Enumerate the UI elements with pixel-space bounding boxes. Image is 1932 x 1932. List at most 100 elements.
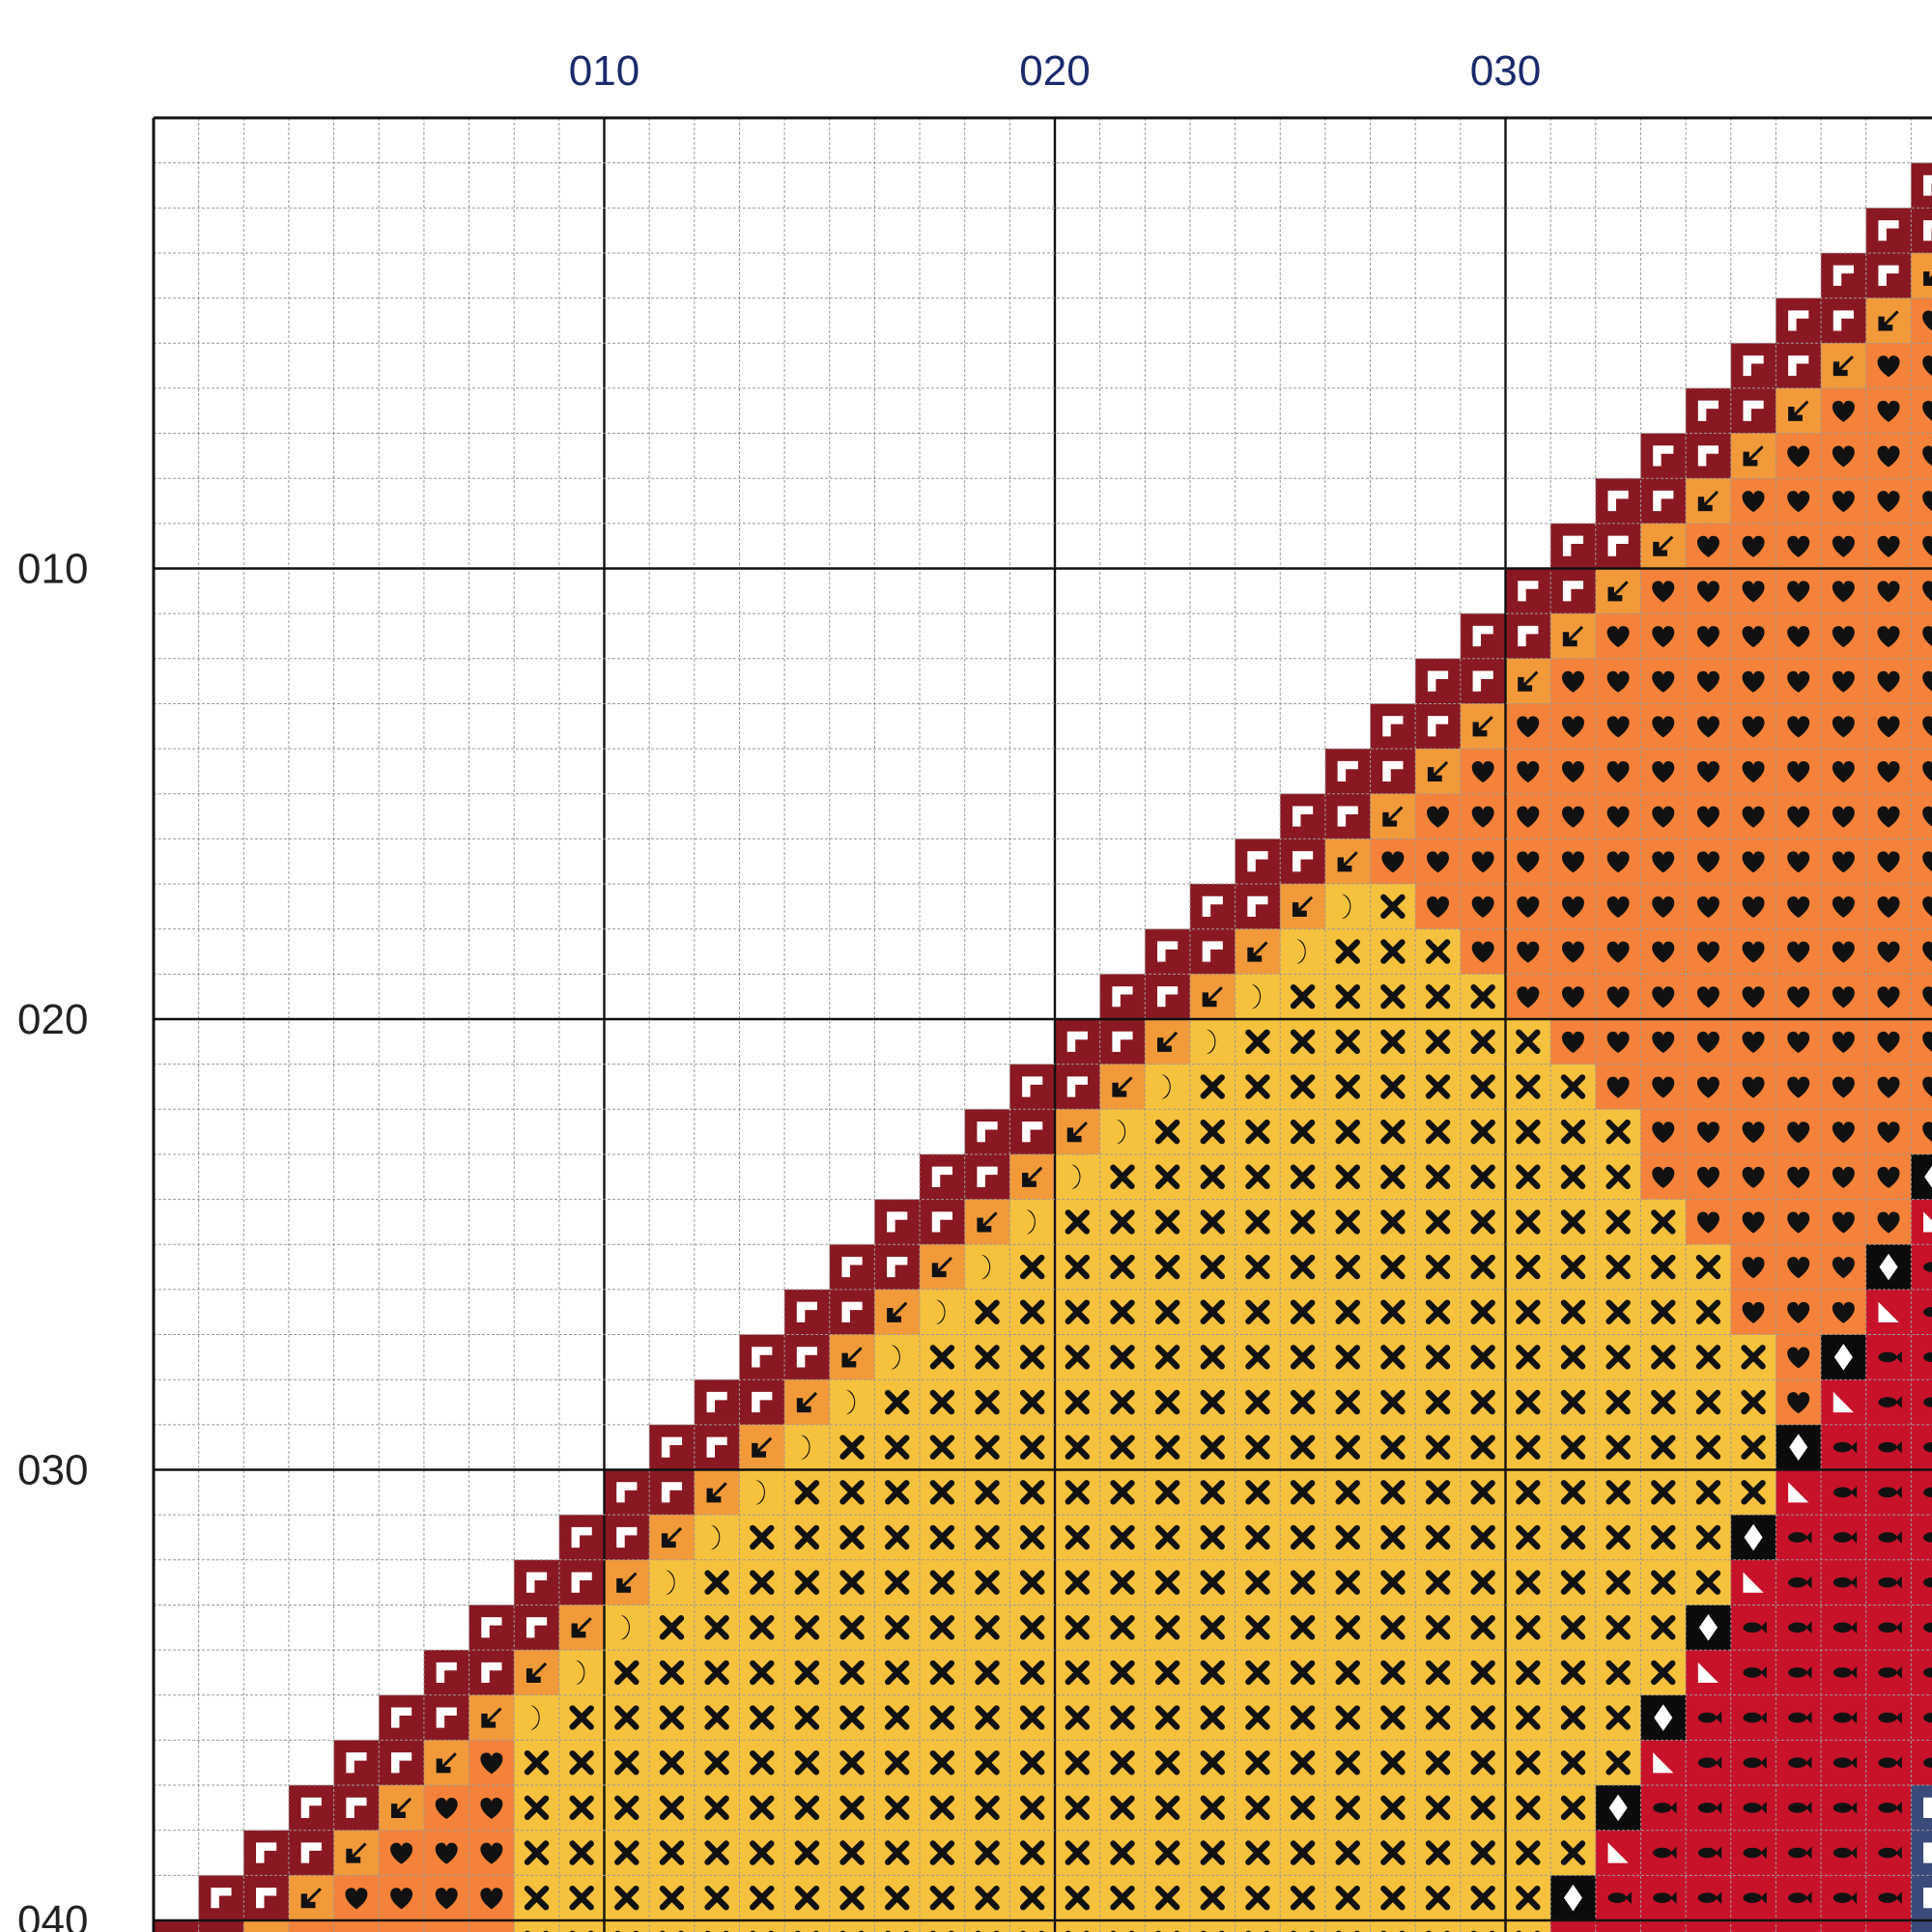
stitch-cell-cross — [1099, 1559, 1146, 1605]
stitch-cell-heart — [1686, 1109, 1732, 1155]
stitch-cell-heart — [1640, 749, 1687, 795]
stitch-cell-cross — [1370, 1424, 1416, 1470]
stitch-cell-edge — [1730, 387, 1776, 435]
stitch-cell-cross — [1009, 1605, 1056, 1651]
stitch-cell-heart — [1595, 703, 1641, 750]
stitch-cell-edge — [1324, 749, 1372, 795]
stitch-cell-cres — [1235, 974, 1281, 1020]
stitch-cell-cross — [649, 1785, 696, 1832]
stitch-cell-cross — [1460, 1469, 1506, 1516]
stitch-cell-cross — [1595, 1109, 1641, 1155]
stitch-cell-cross — [1370, 1289, 1416, 1336]
stitch-cell-edge — [694, 1424, 740, 1470]
stitch-cell-heart — [1865, 793, 1912, 839]
stitch-cell-cross — [1324, 1740, 1372, 1786]
stitch-cell-cross — [1640, 1199, 1687, 1245]
stitch-cell-heart — [1730, 1244, 1776, 1291]
stitch-cell-cross — [1505, 1244, 1551, 1291]
stitch-cell-edge — [243, 1830, 290, 1876]
stitch-cell-edge — [423, 1694, 470, 1741]
stitch-cell-cross — [649, 1830, 696, 1876]
stitch-cell-heart — [1821, 703, 1867, 750]
stitch-cell-cross — [829, 1559, 875, 1605]
stitch-cell-cres — [514, 1694, 560, 1741]
stitch-cell-cross — [1505, 1830, 1551, 1876]
stitch-cell-diamond — [1911, 1153, 1932, 1201]
stitch-cell-inner — [1730, 433, 1776, 479]
stitch-cell-cross — [829, 1785, 875, 1832]
stitch-cell-inner — [379, 1785, 425, 1832]
stitch-cell-cross — [1055, 1830, 1101, 1876]
stitch-cell-heart — [1776, 1109, 1822, 1155]
stitch-cell-cross — [1595, 1694, 1641, 1741]
stitch-cell-cross — [1235, 1830, 1281, 1876]
stitch-cell-cross — [1324, 1199, 1372, 1245]
stitch-cell-heart — [469, 1875, 515, 1921]
stitch-cell-cross — [1235, 1244, 1281, 1291]
stitch-cell-cross — [1370, 1920, 1416, 1932]
stitch-cell-cross — [1189, 1740, 1236, 1786]
stitch-cell-cross — [1730, 1379, 1776, 1426]
stitch-cell-cross — [1099, 1334, 1146, 1380]
stitch-cell-heart — [1821, 658, 1867, 704]
stitch-cell-cross — [1099, 1424, 1146, 1470]
stitch-cell-cross — [1235, 1424, 1281, 1470]
stitch-cell-cross — [1145, 1153, 1191, 1201]
stitch-cell-cross — [1505, 1109, 1551, 1155]
stitch-cell-heart — [1911, 343, 1932, 389]
stitch-cell-cross — [1415, 1785, 1462, 1832]
stitch-cell-cross — [1099, 1199, 1146, 1245]
stitch-cell-cross — [1505, 1064, 1551, 1110]
stitch-cell-fish — [1730, 1830, 1776, 1876]
stitch-cell-cross — [1009, 1740, 1056, 1786]
stitch-cell-cross — [1595, 1424, 1641, 1470]
stitch-cell-cross — [920, 1694, 966, 1741]
stitch-cell-cross — [1280, 1469, 1326, 1516]
stitch-cell-edge — [964, 1153, 1010, 1201]
stitch-cell-cross — [964, 1650, 1010, 1696]
stitch-cell-cross — [964, 1559, 1010, 1605]
stitch-cell-cross — [1460, 1740, 1506, 1786]
stitch-cell-inner — [514, 1650, 560, 1696]
stitch-cell-cross — [1415, 1650, 1462, 1696]
stitch-cell-heart — [423, 1920, 470, 1932]
stitch-cell-inner — [1370, 793, 1416, 839]
stitch-cell-cross — [1280, 1875, 1326, 1921]
stitch-cell-blue — [1911, 1920, 1932, 1932]
stitch-cell-cross — [1280, 1064, 1326, 1110]
stitch-cell-heart — [1686, 974, 1732, 1020]
stitch-cell-heart — [1730, 523, 1776, 569]
stitch-cell-cross — [1235, 1379, 1281, 1426]
stitch-cell-cross — [1145, 1694, 1191, 1741]
stitch-cell-inner — [1324, 838, 1372, 885]
stitch-cell-cross — [514, 1830, 560, 1876]
stitch-cell-heart — [1686, 703, 1732, 750]
stitch-cell-heart — [1865, 1019, 1912, 1065]
stitch-cell-cross — [1235, 1153, 1281, 1201]
stitch-cell-cross — [649, 1920, 696, 1932]
stitch-cell-cross — [964, 1515, 1010, 1561]
stitch-cell-cross — [964, 1605, 1010, 1651]
stitch-cell-edge — [198, 1875, 244, 1921]
stitch-cell-cross — [1686, 1469, 1732, 1516]
stitch-cell-cross — [784, 1469, 831, 1516]
stitch-cell-heart — [1640, 1109, 1687, 1155]
stitch-cell-cross — [1280, 1289, 1326, 1336]
stitch-cell-heart — [469, 1920, 515, 1932]
stitch-cell-cross — [1189, 1830, 1236, 1876]
stitch-cell-cross — [920, 1650, 966, 1696]
stitch-cell-cross — [1324, 1830, 1372, 1876]
row-label: 040 — [17, 1897, 88, 1932]
stitch-cell-edge — [784, 1289, 831, 1336]
stitch-cell-cross — [1235, 1875, 1281, 1921]
stitch-cell-cross — [1324, 1019, 1372, 1065]
stitch-cell-cross — [964, 1785, 1010, 1832]
stitch-cell-cross — [514, 1875, 560, 1921]
stitch-cell-cross — [1099, 1920, 1146, 1932]
stitch-cell-heart — [1505, 749, 1551, 795]
stitch-cell-heart — [1776, 1153, 1822, 1201]
stitch-cell-cross — [1009, 1469, 1056, 1516]
stitch-cell-inner — [1009, 1153, 1056, 1201]
stitch-cell-cross — [1370, 1019, 1416, 1065]
stitch-cell-cross — [1730, 1334, 1776, 1380]
